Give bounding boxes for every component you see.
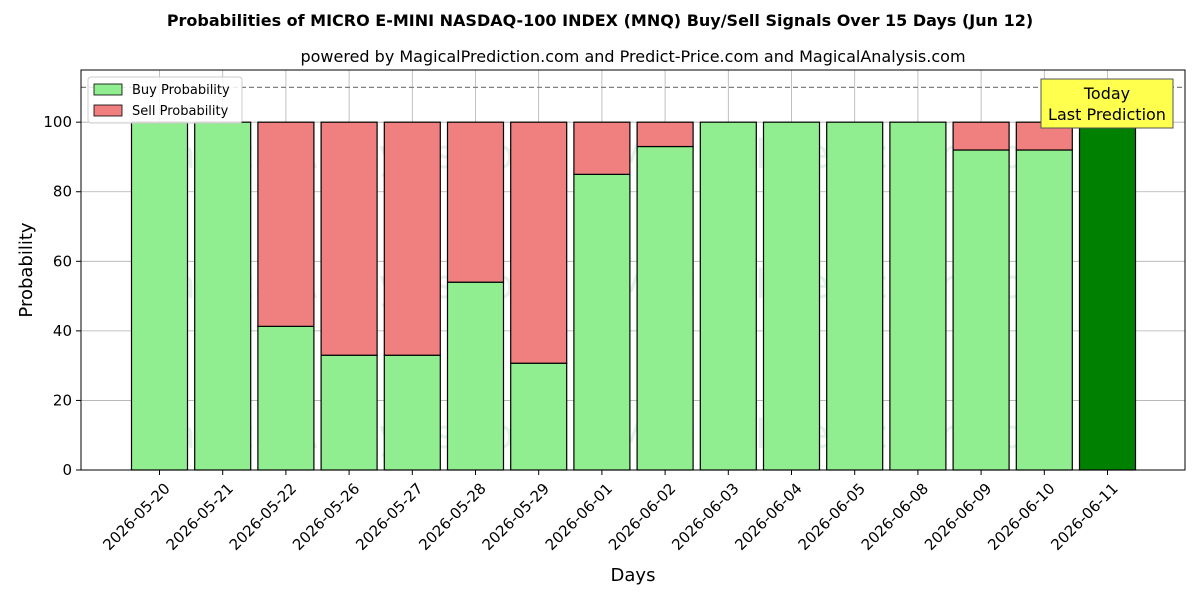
bar-buy	[762, 121, 821, 471]
x-tick-label: 2026-05-29	[479, 480, 553, 554]
bar-sell	[952, 121, 1010, 151]
annotation-line-1: Today	[1083, 84, 1130, 103]
x-tick-label: 2026-05-20	[99, 480, 173, 554]
bar-buy	[889, 121, 947, 471]
annotation-line-2: Last Prediction	[1048, 105, 1166, 124]
x-axis-label: Days	[611, 565, 656, 586]
today-annotation: Today Last Prediction	[1040, 78, 1174, 129]
bar-sell	[636, 121, 694, 148]
bar-buy	[826, 121, 884, 471]
bar-buy	[446, 281, 505, 471]
x-tick-label: 2026-05-27	[352, 480, 426, 554]
chart-subtitle: powered by MagicalPrediction.com and Pre…	[300, 47, 965, 66]
legend-swatch-buy	[93, 83, 123, 96]
bar-buy	[194, 121, 252, 471]
x-tick-label: 2026-06-02	[605, 480, 679, 554]
y-tick-label: 60	[53, 252, 72, 270]
chart-title: Probabilities of MICRO E-MINI NASDAQ-100…	[167, 11, 1033, 30]
bar-sell	[510, 121, 568, 364]
bar-buy	[320, 354, 378, 471]
legend-label-sell: Sell Probability	[132, 104, 229, 119]
bar-buy	[952, 149, 1010, 471]
x-tick-label: 2026-06-09	[921, 480, 995, 554]
bar-buy	[699, 121, 757, 471]
x-tick-label: 2026-05-28	[415, 480, 489, 554]
y-tick-label: 20	[53, 391, 72, 409]
x-tick-label: 2026-06-01	[542, 480, 616, 554]
x-axis: 2026-05-202026-05-212026-05-222026-05-26…	[99, 470, 1122, 554]
bar-buy	[636, 145, 694, 471]
legend-label-buy: Buy Probability	[132, 83, 230, 98]
plot-frame	[80, 69, 1186, 471]
y-tick-label: 100	[43, 113, 72, 131]
y-tick-label: 0	[62, 461, 72, 479]
x-tick-label: 2026-05-26	[289, 480, 363, 554]
y-axis-label: Probability	[16, 222, 37, 317]
annotation-box	[1040, 78, 1174, 129]
x-tick-label: 2026-06-05	[795, 480, 869, 554]
bar-sell	[446, 121, 505, 283]
y-tick-label: 40	[53, 322, 72, 340]
bar-sell	[383, 121, 441, 356]
y-tick-label: 80	[53, 183, 72, 201]
legend-swatch-sell	[93, 104, 123, 117]
x-tick-label: 2026-05-22	[226, 480, 300, 554]
bar-sell	[573, 121, 631, 175]
bar-sell	[320, 121, 378, 356]
bar-buy	[257, 325, 315, 471]
y-axis: 0 20 40 60 80 100	[43, 113, 81, 479]
bar-buy	[573, 173, 631, 471]
x-tick-label: 2026-06-11	[1047, 480, 1121, 554]
bar-sell	[257, 121, 315, 327]
x-tick-label: 2026-05-21	[163, 480, 237, 554]
bar-buy	[1015, 149, 1073, 471]
x-tick-label: 2026-06-08	[858, 480, 932, 554]
legend: Buy Probability Sell Probability	[87, 76, 243, 124]
legend-frame	[87, 76, 243, 124]
bar-buy	[510, 362, 568, 471]
bar-buy	[383, 354, 441, 471]
bars	[130, 121, 1137, 471]
x-tick-label: 2026-06-03	[668, 480, 742, 554]
bar-buy	[130, 121, 189, 471]
x-tick-label: 2026-06-10	[984, 480, 1058, 554]
x-tick-label: 2026-06-04	[731, 480, 805, 554]
bar-buy	[1078, 121, 1137, 471]
